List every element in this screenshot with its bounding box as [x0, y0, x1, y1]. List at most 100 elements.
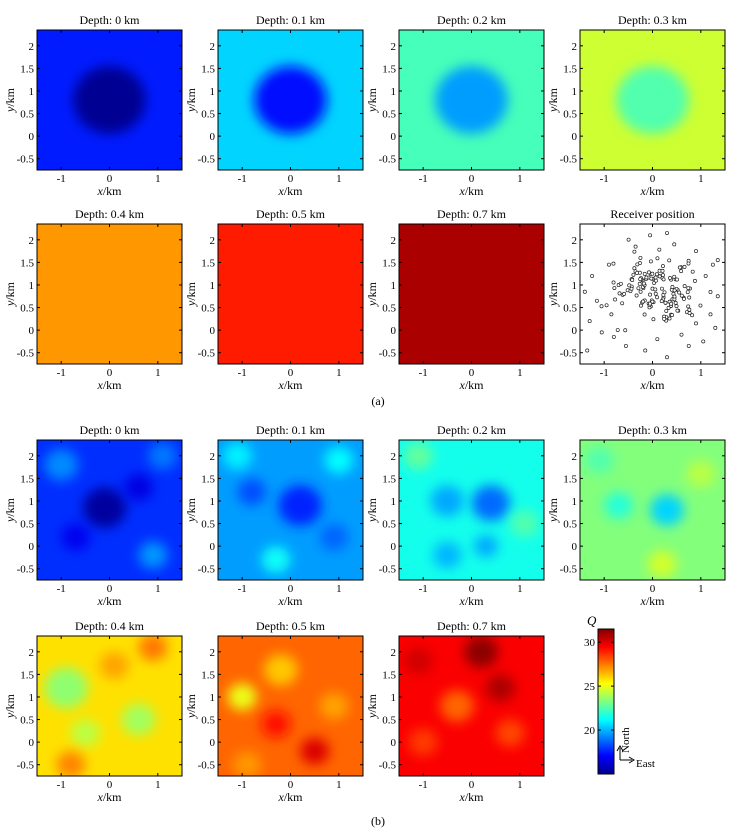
y-tick-label: 1 — [391, 280, 397, 292]
y-tick-label: 1.5 — [382, 669, 396, 681]
colorbar-tick-label: 30 — [584, 637, 596, 649]
receiver-point — [682, 296, 686, 301]
colorbar-label: Q — [587, 613, 597, 628]
colorbar-gradient — [597, 628, 615, 775]
panel-a-4: Depth: 0.3 km -1 0 1 -0.5 0 0.5 1 1.5 2 x/km y/km — [546, 13, 726, 198]
receiver-point — [679, 293, 684, 298]
q-anomaly — [408, 728, 438, 756]
panel-a-3: Depth: 0.2 km -1 0 1 -0.5 0 0.5 1 1.5 2 x/km y/km — [365, 13, 545, 198]
y-tick-label: 1 — [572, 86, 578, 98]
y-tick-label: 2 — [572, 451, 578, 463]
y-tick-label: 1 — [210, 496, 216, 508]
scatter-background — [580, 224, 725, 364]
receiver-point — [668, 275, 672, 280]
y-tick-label: 2 — [391, 235, 397, 247]
panel-title: Depth: 0.2 km — [437, 423, 507, 437]
x-tick-label: 1 — [698, 367, 704, 379]
receiver-point — [672, 294, 677, 299]
y-tick-label: 1.5 — [201, 669, 215, 681]
y-tick-label: -0.5 — [379, 564, 397, 576]
receiver-point — [672, 274, 677, 279]
q-anomaly — [232, 751, 262, 776]
x-axis-label: x/km — [459, 378, 485, 392]
x-axis-label: x/km — [640, 594, 666, 608]
y-tick-label: 0.5 — [201, 303, 215, 315]
q-anomaly — [464, 636, 499, 668]
x-axis-label: x/km — [278, 790, 304, 804]
receiver-point — [661, 273, 665, 278]
receiver-point — [677, 290, 682, 295]
y-tick-label: 1.5 — [20, 63, 34, 75]
panel-title: Depth: 0.4 km — [75, 207, 145, 221]
receiver-point — [611, 261, 616, 266]
x-tick-label: 0 — [288, 583, 294, 595]
y-tick-label: 1 — [572, 496, 578, 508]
q-anomaly — [430, 485, 465, 517]
y-tick-label: 2 — [572, 41, 578, 53]
y-tick-label: 0 — [29, 737, 35, 749]
receiver-point — [703, 273, 708, 278]
q-anomaly — [44, 667, 88, 709]
y-tick-label: 0.5 — [382, 303, 396, 315]
y-tick-label: 2 — [391, 41, 397, 53]
x-tick-label: -1 — [57, 583, 66, 595]
q-anomaly — [300, 737, 330, 765]
y-tick-label: 1.5 — [382, 257, 396, 269]
x-tick-label: -1 — [238, 367, 247, 379]
receiver-point — [631, 272, 636, 277]
receiver-point — [626, 237, 631, 242]
panel-a-5: Depth: 0.4 km -1 0 1 -0.5 0 0.5 1 1.5 2 x/km y/km — [3, 207, 183, 392]
y-tick-label: 1 — [29, 86, 35, 98]
x-tick-label: -1 — [238, 173, 247, 185]
receiver-point — [638, 255, 643, 260]
panel-b-6: Depth: 0.5 km -1 0 1 -0.5 0 0.5 1 1.5 2 x/km y/km — [184, 619, 364, 804]
y-tick-label: 0.5 — [382, 519, 396, 531]
y-tick-label: 0 — [572, 131, 578, 143]
receiver-point — [690, 313, 695, 318]
x-axis-label: x/km — [97, 594, 123, 608]
receiver-point — [638, 289, 643, 294]
receiver-point — [594, 298, 599, 303]
receiver-point — [662, 290, 667, 295]
x-tick-label: -1 — [600, 173, 609, 185]
y-tick-label: 0.5 — [382, 715, 396, 727]
receiver-point — [633, 244, 638, 249]
panel-title: Depth: 0 km — [80, 423, 141, 437]
y-tick-label: 1 — [391, 86, 397, 98]
y-tick-label: 2 — [210, 451, 216, 463]
panel-a-1: Depth: 0 km -1 0 1 -0.5 0 0.5 1 1.5 2 x/km y/km — [3, 13, 183, 198]
receiver-point — [698, 303, 703, 308]
x-tick-label: 1 — [336, 779, 342, 791]
receiver-point — [655, 256, 660, 261]
y-tick-label: -0.5 — [379, 348, 397, 360]
q-anomaly — [237, 478, 267, 506]
q-anomaly — [227, 683, 257, 711]
q-anomaly — [486, 674, 515, 702]
y-tick-label: 2 — [391, 451, 397, 463]
y-tick-label: 2 — [29, 235, 35, 247]
panel-title: Depth: 0.2 km — [437, 13, 507, 27]
receiver-point — [642, 271, 647, 276]
y-axis-label: y/km — [184, 281, 198, 307]
receiver-point — [660, 264, 665, 269]
x-axis-label: x/km — [640, 378, 666, 392]
receiver-point — [590, 273, 595, 278]
y-tick-label: -0.5 — [560, 154, 578, 166]
panel-title: Depth: 0.4 km — [75, 619, 145, 633]
receiver-point — [653, 275, 658, 280]
receiver-point — [648, 259, 653, 264]
receiver-point — [607, 262, 611, 267]
heatmap-anomalies — [435, 66, 508, 134]
y-tick-label: 1.5 — [20, 473, 34, 485]
panel-title: Depth: 0.7 km — [437, 619, 507, 633]
y-tick-label: 0 — [391, 541, 397, 553]
x-axis-label: x/km — [459, 594, 485, 608]
y-tick-label: 1 — [210, 280, 216, 292]
receiver-point — [667, 258, 672, 263]
y-tick-label: -0.5 — [17, 348, 35, 360]
panel-b-1: Depth: 0 km -1 0 1 -0.5 0 0.5 1 1.5 2 x/km y/km — [3, 423, 183, 608]
colorbar: Q 20 25 30 — [584, 613, 615, 775]
y-tick-label: 0.5 — [563, 519, 577, 531]
receiver-point — [653, 287, 658, 292]
